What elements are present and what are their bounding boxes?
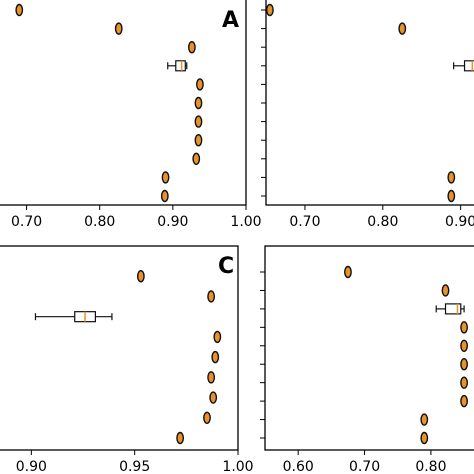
outlier-point xyxy=(15,3,24,17)
panel-label: A xyxy=(222,8,239,33)
x-tick-label: 1.00 xyxy=(222,459,253,474)
outlier-point xyxy=(441,284,450,297)
box xyxy=(175,60,186,72)
panel-label: C xyxy=(218,254,234,279)
x-tick-label: 0.90 xyxy=(157,214,188,230)
box xyxy=(444,303,462,315)
x-tick-label: 0.90 xyxy=(445,214,474,230)
outlier-point xyxy=(136,270,145,283)
x-tick-label: 0.80 xyxy=(415,459,446,474)
outlier-point xyxy=(160,189,169,203)
x-tick-label: 0.70 xyxy=(11,214,42,230)
outlier-point xyxy=(161,171,170,184)
outlier-point xyxy=(344,265,352,279)
outlier-point xyxy=(420,431,429,445)
outlier-point xyxy=(447,171,456,184)
outlier-point xyxy=(213,330,222,344)
box xyxy=(463,60,474,72)
x-tick-label: 0.80 xyxy=(84,214,115,230)
axes-frame xyxy=(0,0,247,206)
plot-area xyxy=(34,270,222,445)
outlier-point xyxy=(194,96,203,110)
plot-area xyxy=(344,265,468,445)
outlier-point xyxy=(447,189,456,203)
x-tick-label: 0.90 xyxy=(16,459,47,474)
plot-area xyxy=(15,3,204,203)
axes-frame xyxy=(0,245,239,451)
plot-area xyxy=(266,3,474,203)
panel-1: 0.70 0.80 0.90 1.00 A xyxy=(0,0,262,230)
axes-frame xyxy=(265,0,474,206)
outlier-point xyxy=(460,376,468,389)
outlier-point xyxy=(211,350,220,364)
axes-frame xyxy=(264,245,474,451)
outlier-point xyxy=(176,431,185,445)
x-tick-label: 0.70 xyxy=(289,214,320,230)
outlier-point xyxy=(398,22,407,35)
outlier-point xyxy=(460,339,468,352)
outlier-point xyxy=(194,115,203,128)
panel-3: 0.90 0.95 1.00 C xyxy=(0,245,254,474)
outlier-point xyxy=(266,3,274,17)
x-tick-label: 0.95 xyxy=(119,459,150,474)
outlier-point xyxy=(420,413,429,426)
panel-2: 0.70 0.80 0.90 xyxy=(261,0,474,230)
outlier-point xyxy=(192,152,201,166)
outlier-point xyxy=(207,371,216,384)
outlier-point xyxy=(460,321,468,334)
outlier-point xyxy=(460,394,468,408)
outlier-point xyxy=(114,22,123,35)
outlier-point xyxy=(187,41,196,54)
panel-4: 0.60 0.70 0.80 xyxy=(260,245,474,474)
x-tick-label: 1.00 xyxy=(230,214,261,230)
outlier-point xyxy=(207,290,216,303)
outlier-point xyxy=(209,391,218,404)
x-tick-label: 0.60 xyxy=(283,459,314,474)
x-tick-label: 0.80 xyxy=(367,214,398,230)
outlier-point xyxy=(460,358,468,371)
x-tick-label: 0.70 xyxy=(349,459,380,474)
outlier-point xyxy=(196,78,204,91)
outlier-point xyxy=(203,411,211,424)
outlier-point xyxy=(194,133,203,147)
